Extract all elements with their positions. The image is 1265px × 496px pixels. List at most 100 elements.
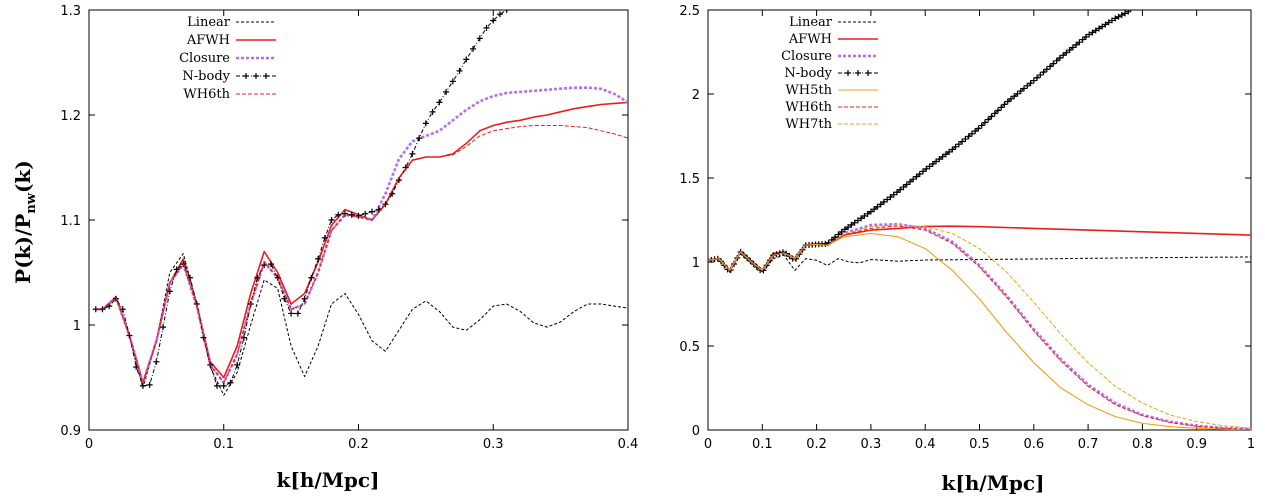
left-nbody-point: [362, 210, 369, 217]
right-nbody-point: [1034, 74, 1041, 81]
right-nbody-point: [893, 189, 900, 196]
left-plot-frame: [88, 9, 629, 431]
right-x-tick-label: 0.8: [1132, 437, 1153, 452]
left-x-tick-label: 0.3: [483, 437, 504, 452]
right-x-tick-label: 0: [704, 437, 712, 452]
right-legend-nbody-marker: [865, 70, 871, 76]
left-x-tick-label: 0.1: [213, 437, 234, 452]
left-nbody-point: [476, 35, 483, 42]
right-nbody-point: [1118, 12, 1125, 19]
right-nbody-point: [1082, 33, 1089, 40]
left-legend-nbody-marker: [243, 73, 249, 79]
left-y-tick-label: 1.1: [60, 214, 81, 229]
left-nbody-point: [214, 382, 221, 389]
right-nbody-point: [949, 146, 956, 153]
left-nbody-point: [483, 24, 490, 31]
left-legend-label-afwh: AFWH: [186, 33, 230, 48]
right-x-tick-label: 0.2: [806, 437, 827, 452]
right-nbody-point: [1027, 80, 1034, 87]
right-legend-label-afwh: AFWH: [788, 32, 832, 47]
right-nbody-point: [1095, 25, 1102, 32]
right-nbody-point: [854, 217, 861, 224]
left-x-tick-label: 0.4: [618, 437, 639, 452]
left-chart-panel: 0 0.1 0.2 0.3 0.4 0.9 1 1.1 1.2 1.3 Linear AFWH Clos…: [60, 4, 638, 452]
right-legend-label-wh7th: WH7th: [785, 117, 832, 132]
right-nbody-point: [1066, 47, 1073, 54]
right-nbody-point: [1092, 27, 1099, 34]
right-nbody-point: [906, 178, 913, 185]
right-nbody-point: [991, 110, 998, 117]
right-nbody-point: [1079, 36, 1086, 43]
right-nbody-point: [952, 143, 959, 150]
x-axis-label-left: k[h/Mpc]: [277, 468, 380, 492]
left-nbody-point: [321, 234, 328, 241]
right-nbody-point: [1024, 82, 1031, 89]
right-nbody-point: [985, 116, 992, 123]
right-nbody-point: [1112, 15, 1119, 22]
right-y-tick-label: 0.5: [679, 340, 700, 355]
right-nbody-point: [864, 210, 871, 217]
right-nbody-point: [1056, 54, 1063, 61]
left-nbody-point: [166, 288, 173, 295]
right-nbody-point: [1063, 49, 1070, 56]
left-y-tick-label: 0.9: [60, 424, 81, 439]
left-y-tick-label: 1.3: [60, 4, 81, 19]
right-nbody-point: [1030, 77, 1037, 84]
left-nbody-point: [510, 4, 516, 10]
right-nbody-point: [1069, 44, 1076, 51]
right-nbody-point: [897, 186, 904, 193]
left-x-tick-label: 0: [85, 437, 93, 452]
left-nbody-point: [254, 274, 261, 281]
left-series-group: [92, 4, 628, 396]
right-nbody-point: [1073, 41, 1080, 48]
right-nbody-point: [890, 191, 897, 198]
right-nbody-point: [822, 240, 829, 247]
right-nbody-point: [929, 160, 936, 167]
left-nbody-point: [288, 310, 295, 317]
right-nbody-point: [933, 158, 940, 165]
right-nbody-point: [867, 208, 874, 215]
right-nbody-point: [916, 170, 923, 177]
right-x-tick-label: 0.7: [1078, 437, 1099, 452]
right-nbody-point: [871, 206, 878, 213]
left-series-closure-line: [95, 86, 628, 385]
right-x-tick-label: 0.6: [1023, 437, 1044, 452]
right-series-wh5th-line: [708, 232, 1251, 430]
right-nbody-point: [1021, 85, 1028, 92]
right-nbody-point: [972, 128, 979, 135]
right-nbody-point: [936, 156, 943, 163]
right-nbody-point: [903, 181, 910, 188]
right-x-tick-label: 1: [1247, 437, 1255, 452]
right-nbody-point: [1105, 19, 1112, 26]
right-legend-label-wh5th: WH5th: [785, 83, 832, 98]
right-y-tick-label: 1: [692, 256, 700, 271]
left-nbody-point: [139, 382, 146, 389]
right-nbody-point: [920, 168, 927, 175]
left-series-wh6th-line: [95, 125, 628, 384]
left-legend-nbody-marker: [263, 73, 269, 79]
right-y-tick-label: 1.5: [679, 172, 700, 187]
left-nbody-point: [308, 274, 315, 281]
right-nbody-point: [1001, 101, 1008, 108]
right-nbody-point: [1053, 57, 1060, 64]
right-nbody-point: [1122, 10, 1129, 17]
left-nbody-point: [449, 78, 456, 85]
right-nbody-point: [1050, 60, 1057, 67]
left-nbody-point: [422, 120, 429, 127]
right-x-tick-label: 0.3: [861, 437, 882, 452]
right-nbody-point: [841, 226, 848, 233]
right-nbody-point: [975, 125, 982, 132]
left-nbody-point: [463, 56, 470, 63]
left-nbody-point: [153, 358, 160, 365]
right-nbody-point: [998, 104, 1005, 111]
right-nbody-point: [763, 262, 770, 269]
right-nbody-point: [900, 184, 907, 191]
right-nbody-point: [1037, 71, 1044, 78]
left-nbody-point: [160, 324, 167, 331]
right-nbody-point: [1115, 13, 1122, 20]
left-nbody-point: [355, 212, 362, 219]
left-nbody-point: [409, 150, 416, 157]
left-nbody-point: [173, 266, 180, 273]
right-series-wh6th-line: [708, 225, 1251, 430]
right-nbody-point: [753, 264, 760, 271]
